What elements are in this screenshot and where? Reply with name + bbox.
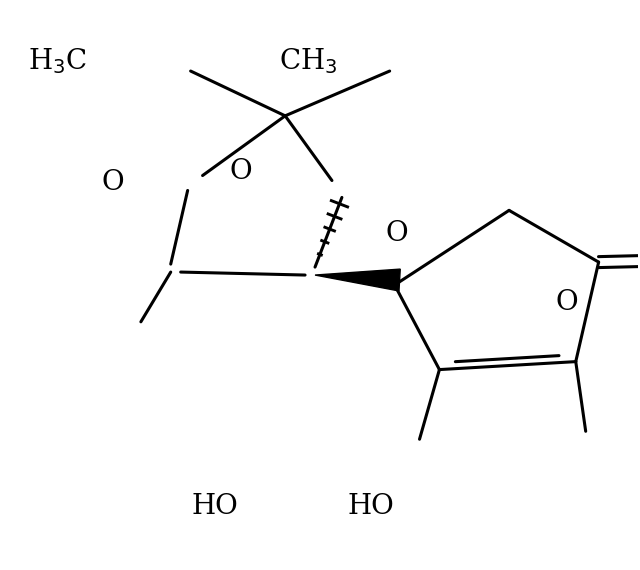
- Text: O: O: [556, 288, 579, 316]
- Text: O: O: [229, 158, 252, 185]
- Text: CH$_3$: CH$_3$: [278, 46, 337, 76]
- Text: O: O: [385, 221, 408, 247]
- Text: H$_3$C: H$_3$C: [28, 46, 88, 76]
- Text: HO: HO: [348, 492, 394, 520]
- Text: O: O: [102, 169, 124, 197]
- Text: HO: HO: [191, 492, 238, 520]
- Polygon shape: [315, 269, 400, 291]
